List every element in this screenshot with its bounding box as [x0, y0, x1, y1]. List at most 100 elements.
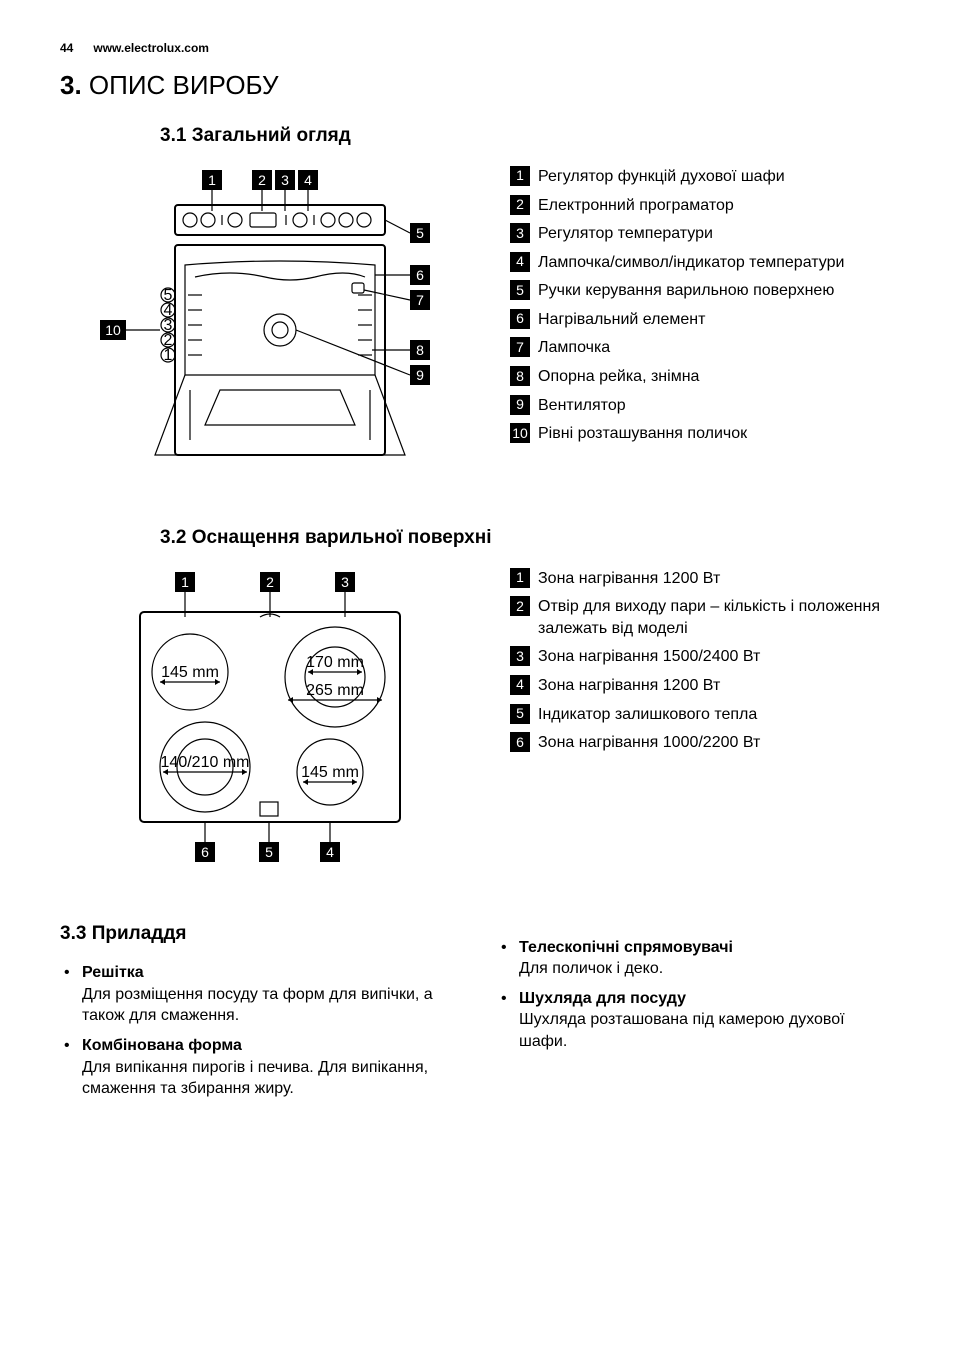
- oven-diagram: 1 2 3 4 5: [90, 165, 450, 495]
- legend-text: Нагрівальний елемент: [538, 308, 705, 331]
- legend-item: 5 Індикатор залишкового тепла: [510, 703, 894, 726]
- legend-item: 2 Електронний програматор: [510, 194, 894, 217]
- accessory-item: РешіткаДля розміщення посуду та форм для…: [60, 962, 457, 1027]
- oven-right-callout: 8: [416, 342, 424, 358]
- section-33-left: 3.3 Приладдя РешіткаДля розміщення посуд…: [60, 907, 457, 1108]
- legend-number: 5: [510, 704, 530, 724]
- legend-number: 5: [510, 280, 530, 300]
- legend-text: Лампочка/символ/індикатор температури: [538, 251, 844, 274]
- accessory-body: Для випікання пирогів і печива. Для випі…: [82, 1059, 428, 1098]
- hob-top-callout: 1: [181, 574, 189, 590]
- svg-text:1: 1: [164, 347, 173, 364]
- accessory-body: Для розміщення посуду та форм для випічк…: [82, 986, 433, 1025]
- section-31-text: Загальний огляд: [192, 125, 351, 146]
- legend-number: 6: [510, 732, 530, 752]
- legend-item: 3 Зона нагрівання 1500/2400 Вт: [510, 645, 894, 668]
- oven-right-callout: 6: [416, 267, 424, 283]
- section-32-body: 1 2 3 145 mm 170 mm 265 mm 140/210 mm: [60, 567, 894, 877]
- hob-diagram: 1 2 3 145 mm 170 mm 265 mm 140/210 mm: [105, 567, 435, 877]
- legend-text: Лампочка: [538, 336, 610, 359]
- section-33: 3.3 Приладдя РешіткаДля розміщення посуд…: [60, 907, 894, 1108]
- section-33-text: Приладдя: [92, 923, 187, 944]
- legend-number: 2: [510, 195, 530, 215]
- legend-item: 7 Лампочка: [510, 336, 894, 359]
- oven-top-callout: 4: [304, 172, 312, 188]
- section-33-num: 3.3: [60, 923, 86, 944]
- oven-right-callout: 9: [416, 367, 424, 383]
- legend-number: 8: [510, 366, 530, 386]
- legend-item: 8 Опорна рейка, знімна: [510, 365, 894, 388]
- shelf-position-labels: 5 4 3 2 1: [161, 287, 175, 364]
- legend-item: 3 Регулятор температури: [510, 222, 894, 245]
- legend-number: 4: [510, 675, 530, 695]
- oven-top-callout: 2: [258, 172, 266, 188]
- legend-item: 9 Вентилятор: [510, 394, 894, 417]
- section-31-title: 3.1 Загальний огляд: [160, 123, 894, 149]
- accessory-title: Шухляда для посуду: [519, 988, 894, 1010]
- accessory-item: Шухляда для посудуШухляда розташована пі…: [497, 988, 894, 1053]
- legend-number: 3: [510, 646, 530, 666]
- legend-number: 1: [510, 166, 530, 186]
- accessory-item: Комбінована формаДля випікання пирогів і…: [60, 1035, 457, 1100]
- section-32-title: 3.2 Оснащення варильної поверхні: [160, 525, 894, 551]
- header-site: www.electrolux.com: [93, 40, 209, 56]
- legend-text: Регулятор температури: [538, 222, 713, 245]
- page-header: 44 www.electrolux.com: [60, 40, 894, 56]
- section-31-legend: 1 Регулятор функцій духової шафи 2 Електрон…: [510, 165, 894, 495]
- section-32-legend: 1Зона нагрівання 1200 Вт2Отвір для виход…: [510, 567, 894, 877]
- section-32-num: 3.2: [160, 527, 186, 548]
- hob-top-callout: 2: [266, 574, 274, 590]
- legend-item: 4 Лампочка/символ/індикатор температури: [510, 251, 894, 274]
- oven-top-callout: 1: [208, 172, 216, 188]
- legend-item: 10 Рівні розташування поличок: [510, 422, 894, 445]
- section-33-title: 3.3 Приладдя: [60, 921, 457, 947]
- accessory-item: Телескопічні спрямовувачіДля поличок і д…: [497, 937, 894, 980]
- legend-text: Зона нагрівання 1500/2400 Вт: [538, 645, 760, 668]
- oven-right-callout: 7: [416, 292, 424, 308]
- hob-zone-tr1: 170 mm: [306, 654, 364, 671]
- section-32-text: Оснащення варильної поверхні: [192, 527, 492, 548]
- legend-number: 7: [510, 337, 530, 357]
- legend-number: 4: [510, 252, 530, 272]
- legend-text: Отвір для виходу пари – кількість і поло…: [538, 595, 894, 639]
- hob-bottom-callout: 4: [326, 844, 334, 860]
- hob-diagram-wrap: 1 2 3 145 mm 170 mm 265 mm 140/210 mm: [60, 567, 480, 877]
- legend-text: Зона нагрівання 1200 Вт: [538, 567, 720, 590]
- legend-number: 3: [510, 223, 530, 243]
- legend-text: Рівні розташування поличок: [538, 422, 747, 445]
- hob-top-callout: 3: [341, 574, 349, 590]
- section-31-num: 3.1: [160, 125, 186, 146]
- main-title: 3. ОПИС ВИРОБУ: [60, 68, 894, 103]
- legend-item: 1 Зона нагрівання 1200 Вт: [510, 567, 894, 590]
- legend-text: Ручки керування варильною поверхнею: [538, 279, 834, 302]
- legend-text: Зона нагрівання 1000/2200 Вт: [538, 731, 760, 754]
- accessory-title: Решітка: [82, 962, 457, 984]
- legend-text: Індикатор залишкового тепла: [538, 703, 757, 726]
- hob-zone-br: 145 mm: [301, 764, 359, 781]
- legend-text: Опорна рейка, знімна: [538, 365, 699, 388]
- section-33-right: Телескопічні спрямовувачіДля поличок і д…: [497, 907, 894, 1108]
- hob-zone-tl: 145 mm: [161, 664, 219, 681]
- main-title-num: 3.: [60, 70, 82, 100]
- legend-item: 5 Ручки керування варильною поверхнею: [510, 279, 894, 302]
- legend-text: Вентилятор: [538, 394, 626, 417]
- legend-text: Регулятор функцій духової шафи: [538, 165, 785, 188]
- accessory-body: Для поличок і деко.: [519, 960, 663, 977]
- hob-zone-tr2: 265 mm: [306, 682, 364, 699]
- accessory-title: Телескопічні спрямовувачі: [519, 937, 894, 959]
- page-number: 44: [60, 40, 73, 56]
- legend-number: 9: [510, 395, 530, 415]
- accessory-body: Шухляда розташована під камерою духової …: [519, 1011, 845, 1050]
- hob-zone-bl: 140/210 mm: [161, 754, 250, 771]
- legend-number: 1: [510, 568, 530, 588]
- accessory-title: Комбінована форма: [82, 1035, 457, 1057]
- legend-text: Зона нагрівання 1200 Вт: [538, 674, 720, 697]
- section-31-body: 1 2 3 4 5: [60, 165, 894, 495]
- hob-bottom-callout: 5: [265, 844, 273, 860]
- oven-diagram-wrap: 1 2 3 4 5: [60, 165, 480, 495]
- legend-item: 1 Регулятор функцій духової шафи: [510, 165, 894, 188]
- legend-text: Електронний програматор: [538, 194, 734, 217]
- oven-top-callout: 3: [281, 172, 289, 188]
- legend-number: 10: [510, 423, 530, 443]
- main-title-text: ОПИС ВИРОБУ: [89, 70, 279, 100]
